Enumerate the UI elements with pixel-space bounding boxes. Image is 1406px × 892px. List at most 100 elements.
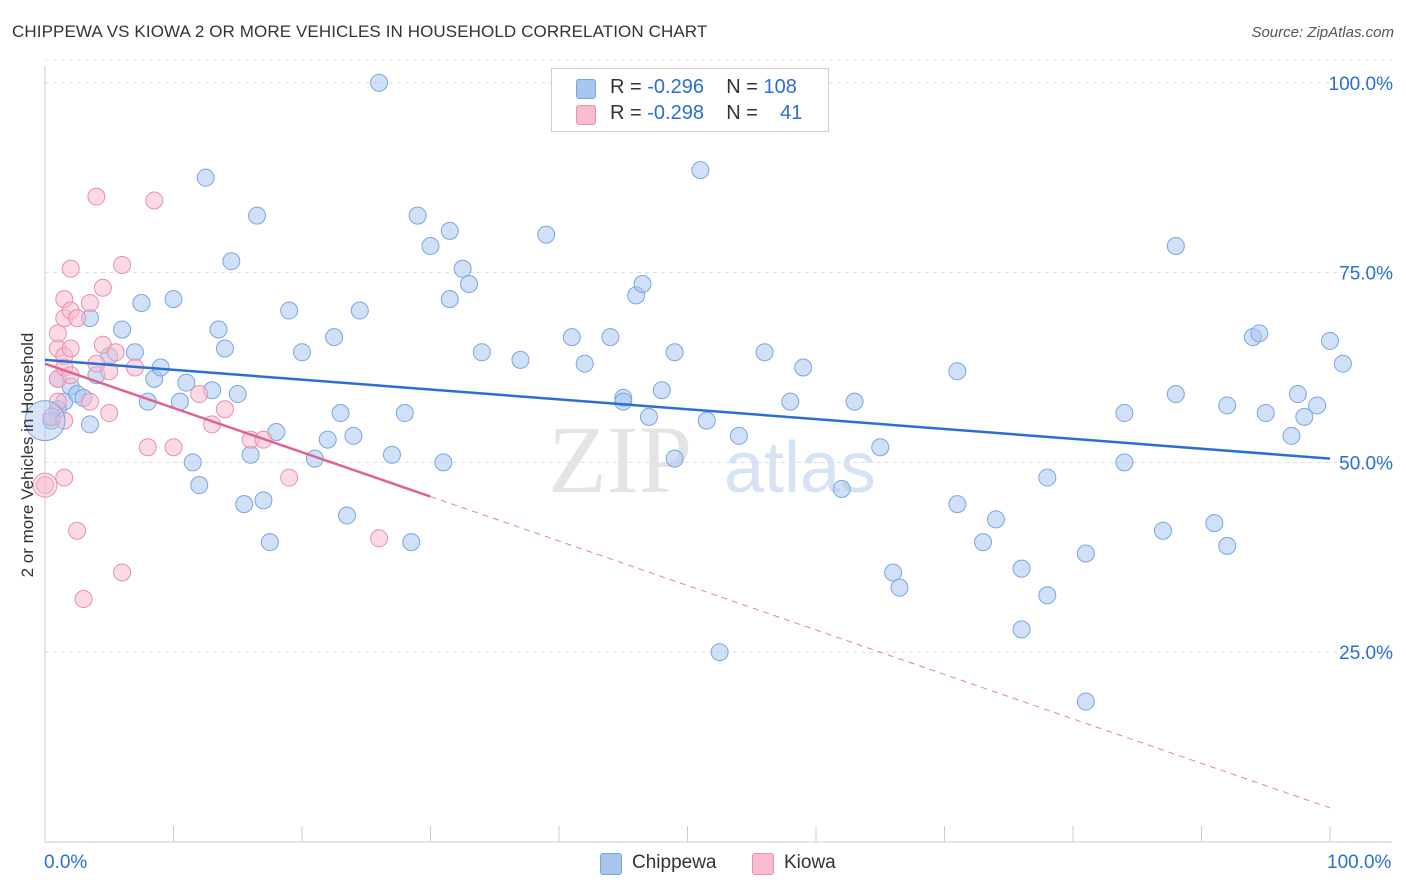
chippewa-point	[710, 643, 729, 662]
kiowa-point	[93, 278, 112, 297]
legend-n-label: N =	[726, 76, 758, 98]
legend-n-value: 41	[780, 102, 803, 124]
chippewa-point	[280, 301, 299, 320]
chippewa-point	[183, 453, 202, 472]
chippewa-point	[1115, 404, 1134, 423]
kiowa-point	[55, 411, 74, 430]
chippewa-point	[421, 237, 440, 256]
kiowa-point	[113, 563, 132, 582]
kiowa-point	[87, 187, 106, 206]
chippewa-point	[948, 495, 967, 514]
kiowa-point	[48, 324, 67, 343]
chippewa-point	[1153, 521, 1172, 540]
legend-swatch-chippewa	[576, 79, 596, 99]
kiowa-point	[370, 529, 389, 548]
y-tick-label: 50.0%	[1339, 453, 1393, 474]
chippewa-point	[890, 578, 909, 597]
legend-swatch-kiowa	[576, 105, 596, 125]
kiowa-point	[164, 438, 183, 457]
chippewa-point	[794, 358, 813, 377]
chippewa-point	[344, 426, 363, 445]
chippewa-point	[1218, 536, 1237, 555]
chippewa-point	[260, 533, 279, 552]
chippewa-point	[633, 274, 652, 293]
chippewa-point	[440, 290, 459, 309]
chippewa-point	[974, 533, 993, 552]
chippewa-point	[80, 415, 99, 434]
legend-r-label: R =	[610, 102, 642, 124]
chippewa-point	[460, 274, 479, 293]
chippewa-point	[177, 373, 196, 392]
chippewa-point	[691, 161, 710, 180]
kiowa-point	[32, 472, 58, 498]
chippewa-point	[1282, 426, 1301, 445]
chippewa-point	[697, 411, 716, 430]
chippewa-point	[986, 510, 1005, 529]
kiowa-point	[138, 438, 157, 457]
chippewa-point	[832, 479, 851, 498]
chippewa-point	[1321, 331, 1339, 350]
chippewa-point	[453, 259, 472, 278]
legend-label-kiowa: Kiowa	[784, 852, 836, 873]
chippewa-point	[781, 392, 800, 411]
data-points	[24, 73, 1352, 711]
x-tick-label-min: 0.0%	[44, 852, 88, 873]
chippewa-point	[665, 449, 684, 468]
chippewa-point	[164, 290, 183, 309]
chippewa-point	[382, 445, 401, 464]
kiowa-point	[80, 392, 99, 411]
chippewa-point	[24, 400, 66, 442]
chippewa-point	[132, 293, 151, 312]
y-tick-label: 100.0%	[1329, 74, 1394, 95]
source-label: Source: ZipAtlas.com	[1251, 24, 1394, 41]
legend-r-label: R =	[610, 76, 642, 98]
kiowa-trend-extension	[430, 496, 1331, 809]
chippewa-point	[113, 320, 132, 339]
legend-r-value: -0.298	[647, 102, 704, 124]
y-tick-label: 25.0%	[1339, 643, 1393, 664]
watermark: ZIP atlas	[548, 406, 876, 513]
chippewa-point	[402, 533, 421, 552]
chippewa-point	[370, 73, 389, 92]
kiowa-point	[36, 476, 54, 495]
kiowa-point	[68, 521, 87, 540]
chippewa-point	[215, 339, 234, 358]
legend-swatch-kiowa	[752, 853, 774, 875]
watermark-atlas: atlas	[724, 428, 876, 508]
chippewa-point	[1012, 620, 1031, 639]
chippewa-point	[562, 328, 581, 347]
chippewa-point	[1250, 324, 1269, 343]
kiowa-point	[61, 339, 80, 358]
grid-lines	[45, 59, 1392, 653]
chippewa-point	[1076, 692, 1095, 711]
chippewa-point	[845, 392, 864, 411]
chippewa-point	[1166, 237, 1185, 256]
chippewa-point	[1076, 544, 1095, 563]
kiowa-point	[74, 590, 93, 609]
kiowa-point	[280, 468, 299, 487]
trend-lines	[44, 358, 1331, 809]
kiowa-point	[190, 385, 209, 404]
legend-swatch-chippewa	[600, 853, 622, 875]
chippewa-point	[1218, 396, 1237, 415]
legend-label-chippewa: Chippewa	[632, 852, 717, 873]
chippewa-point	[196, 168, 215, 187]
chippewa-point	[511, 350, 530, 369]
chippewa-point	[1115, 453, 1134, 472]
kiowa-point	[106, 343, 125, 362]
chippewa-point	[228, 385, 247, 404]
chippewa-point	[1295, 407, 1314, 426]
chippewa-point	[1256, 404, 1275, 423]
x-tick-label-max: 100.0%	[1327, 852, 1392, 873]
chippewa-point	[1012, 559, 1031, 578]
chippewa-point	[871, 438, 890, 457]
chippewa-point	[254, 491, 273, 510]
chippewa-point	[235, 495, 254, 514]
kiowa-point	[68, 309, 87, 328]
kiowa-point	[113, 255, 132, 274]
chippewa-point	[337, 506, 356, 525]
chart-title: CHIPPEWA VS KIOWA 2 OR MORE VEHICLES IN …	[12, 22, 708, 41]
chippewa-point	[1288, 385, 1307, 404]
chippewa-point	[408, 206, 427, 225]
